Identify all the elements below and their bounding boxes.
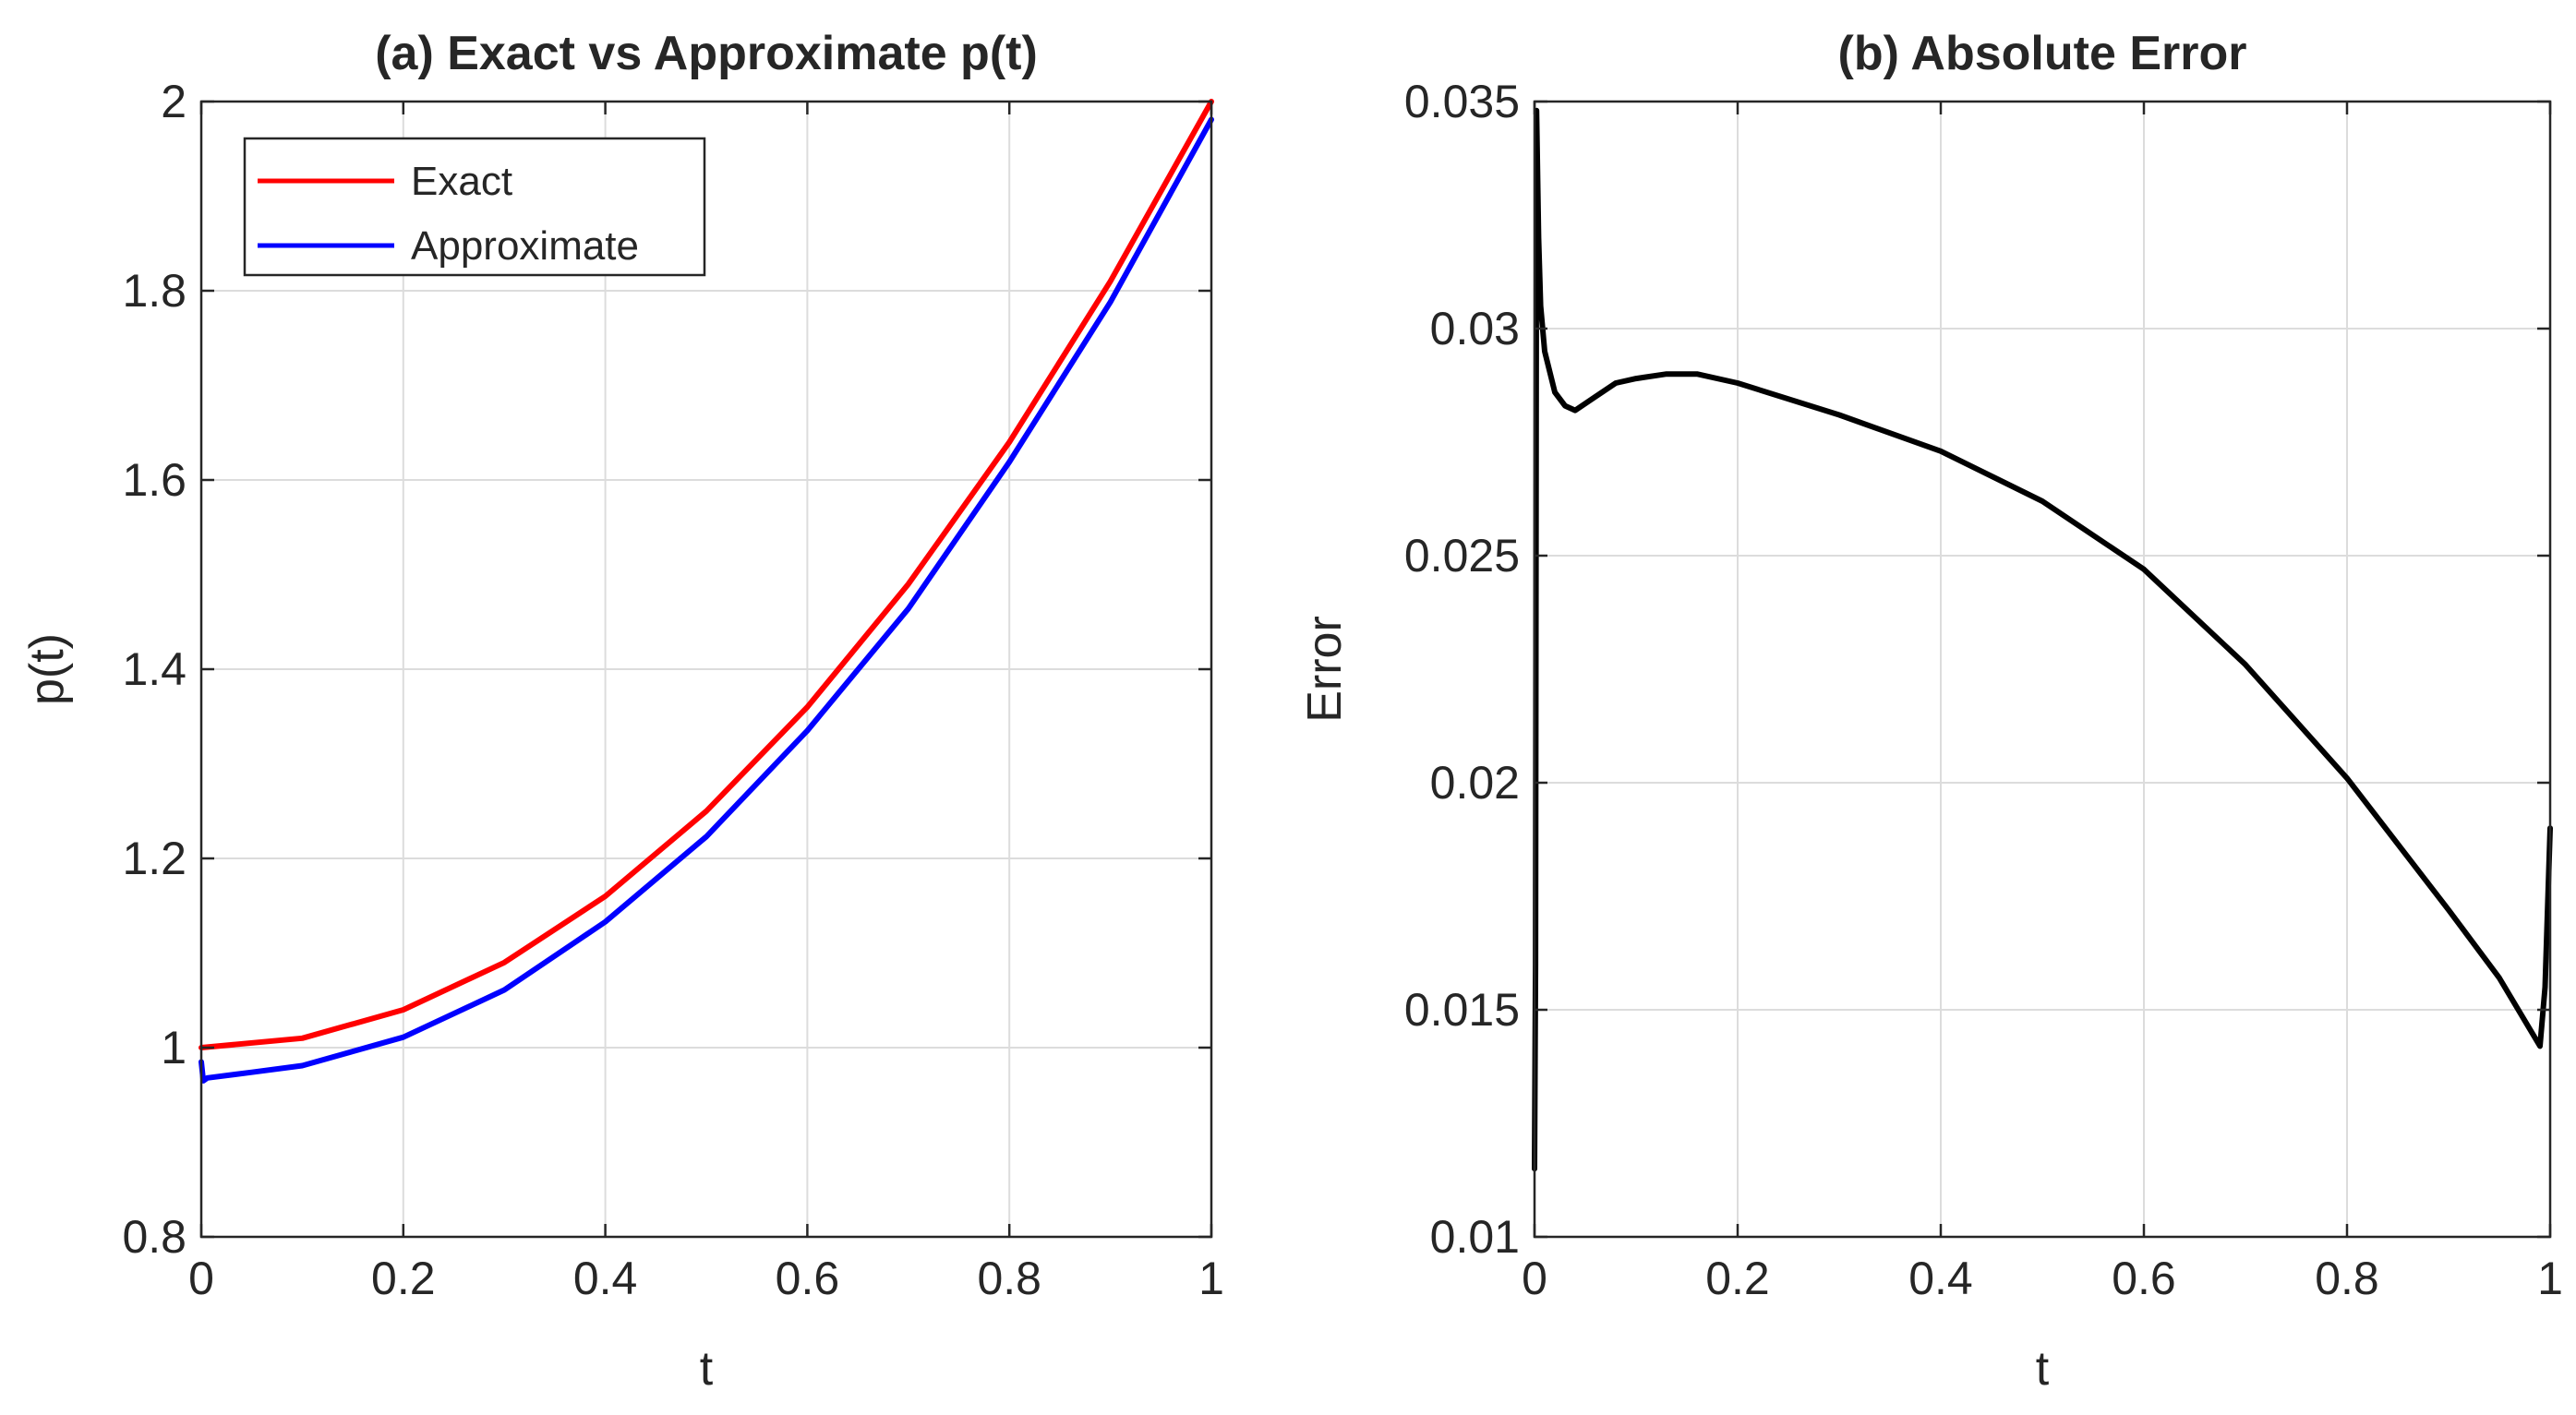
panel-a-x-axis-label: t	[700, 1342, 714, 1396]
panel-b-axes-box	[1533, 100, 2552, 1239]
x-tick-label: 0.2	[371, 1253, 436, 1304]
x-tick-label: 0.8	[977, 1253, 1041, 1304]
x-tick-label: 0.4	[573, 1253, 638, 1304]
y-tick-label: 1.6	[122, 454, 187, 506]
panel-a-legend: Exact Approximate	[243, 137, 706, 277]
panel-b-absolute-error: 0 0.2 0.4 0.6 0.8 1 0.01 0.015 0.02 0.025 0.03 0.03…	[1298, 27, 2563, 1396]
y-tick-label: 0.035	[1404, 76, 1520, 127]
y-tick-label: 0.03	[1430, 303, 1520, 354]
x-tick-label: 0.4	[1908, 1253, 1973, 1304]
y-tick-label: 1.4	[122, 643, 187, 695]
panel-a-y-axis-label: p(t)	[20, 633, 74, 705]
x-tick-label: 0	[188, 1253, 214, 1304]
y-tick-label: 0.02	[1430, 757, 1520, 809]
y-tick-label: 0.01	[1430, 1211, 1520, 1263]
y-tick-label: 1	[161, 1022, 187, 1073]
series-line-approximate	[199, 116, 1214, 1084]
x-tick-label: 0.6	[776, 1253, 840, 1304]
x-tick-label: 1	[1198, 1253, 1224, 1304]
panel-a-series	[199, 99, 1214, 1084]
x-tick-label: 0	[1522, 1253, 1547, 1304]
panel-b-plot-area	[1535, 102, 2550, 1237]
y-tick-label: 1.8	[122, 265, 187, 317]
x-tick-label: 0.6	[2112, 1253, 2176, 1304]
x-tick-label: 0.2	[1705, 1253, 1770, 1304]
x-tick-label: 0.8	[2315, 1253, 2379, 1304]
panel-b-ticks: 0 0.2 0.4 0.6 0.8 1 0.01 0.015 0.02 0.025 0.03 0.03…	[1404, 76, 2563, 1304]
y-tick-label: 2	[161, 76, 187, 127]
legend-label-approximate: Approximate	[411, 223, 639, 269]
panel-b-y-axis-label: Error	[1298, 616, 1352, 723]
panel-b-series	[1532, 107, 2553, 1172]
panel-b-x-axis-label: t	[2036, 1342, 2050, 1396]
panel-a-title: (a) Exact vs Approximate p(t)	[375, 27, 1038, 80]
panel-a-exact-vs-approximate: 0 0.2 0.4 0.6 0.8 1 0.8 1 1.2 1.4 1.6 1.8 2 (a) Exac…	[20, 27, 1224, 1396]
series-line-exact	[199, 99, 1214, 1050]
panel-a-ticks: 0 0.2 0.4 0.6 0.8 1 0.8 1 1.2 1.4 1.6 1.8 2	[122, 76, 1223, 1304]
y-tick-label: 1.2	[122, 833, 187, 884]
legend-box	[243, 137, 706, 277]
panel-b-title: (b) Absolute Error	[1838, 27, 2247, 80]
y-tick-label: 0.025	[1404, 530, 1520, 582]
legend-label-exact: Exact	[411, 159, 512, 204]
y-tick-label: 0.8	[122, 1211, 187, 1263]
x-tick-label: 1	[2537, 1253, 2563, 1304]
series-line-error	[1532, 107, 2553, 1172]
y-tick-label: 0.015	[1404, 984, 1520, 1036]
